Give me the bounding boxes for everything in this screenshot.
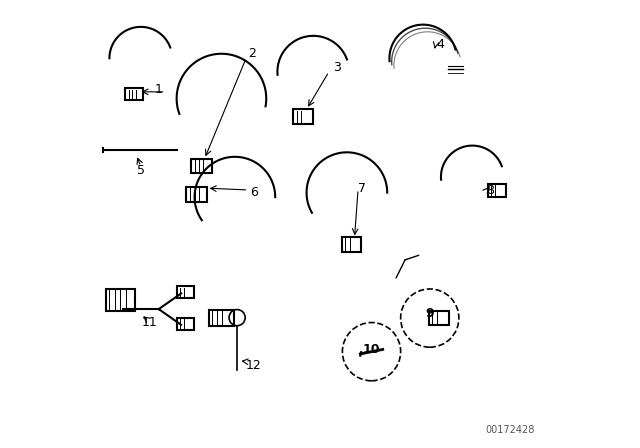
FancyBboxPatch shape — [177, 286, 195, 298]
Text: 11: 11 — [142, 316, 157, 329]
Text: 00172428: 00172428 — [486, 425, 535, 435]
Text: 7: 7 — [358, 181, 366, 195]
Text: 12: 12 — [246, 358, 262, 372]
Text: 9: 9 — [426, 307, 434, 320]
FancyBboxPatch shape — [186, 187, 207, 202]
FancyBboxPatch shape — [429, 311, 449, 325]
FancyBboxPatch shape — [191, 159, 212, 173]
Text: 1: 1 — [154, 83, 162, 96]
FancyBboxPatch shape — [293, 109, 313, 124]
FancyBboxPatch shape — [125, 88, 143, 100]
Text: 6: 6 — [251, 186, 259, 199]
Text: 10: 10 — [363, 343, 380, 356]
FancyBboxPatch shape — [488, 184, 506, 197]
Text: 2: 2 — [248, 47, 256, 60]
Text: 4: 4 — [436, 38, 444, 52]
FancyBboxPatch shape — [106, 289, 135, 311]
Text: 8: 8 — [486, 184, 494, 197]
Text: 3: 3 — [333, 60, 341, 74]
FancyBboxPatch shape — [177, 318, 195, 330]
FancyBboxPatch shape — [342, 237, 361, 252]
FancyBboxPatch shape — [209, 310, 234, 326]
Text: 5: 5 — [137, 164, 145, 177]
